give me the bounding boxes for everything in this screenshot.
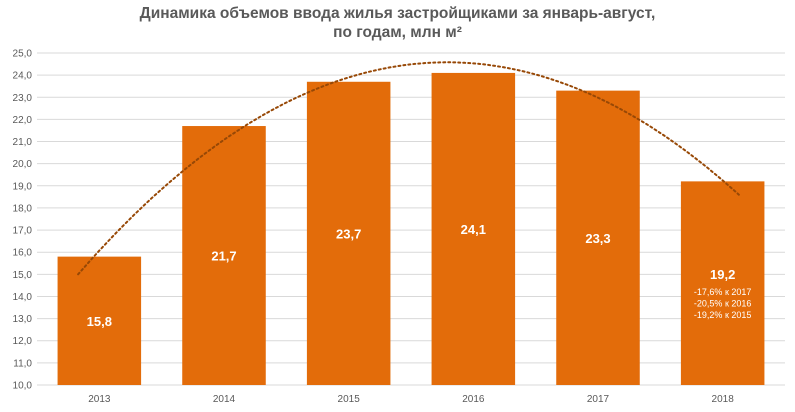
bar [680,181,765,385]
data-label: 15,8 [87,314,112,329]
y-tick-label: 21,0 [13,137,33,148]
y-tick-label: 15,0 [13,270,33,281]
data-label: 21,7 [211,249,236,264]
x-tick-label: 2016 [462,394,485,405]
x-tick-label: 2014 [213,394,236,405]
bar [556,90,640,386]
y-tick-label: 11,0 [13,358,32,369]
x-tick-label: 2013 [88,394,111,405]
annotation: -20,5% к 2016 [694,299,751,309]
x-tick-label: 2017 [587,394,610,405]
x-tick-label: 2018 [712,394,735,405]
data-label: 23,3 [585,231,610,246]
data-label: 24,1 [461,222,486,237]
chart-title-line-1: Динамика объемов ввода жилья застройщика… [139,5,656,22]
bar [306,81,391,386]
y-tick-label: 19,0 [13,181,33,192]
y-tick-label: 12,0 [13,336,33,347]
y-tick-label: 22,0 [13,115,33,126]
y-tick-label: 16,0 [13,248,33,259]
bar [182,126,266,385]
bar [57,256,142,385]
data-label: 19,2 [710,267,735,282]
x-tick-label: 2015 [338,394,361,405]
chart-title-line-2: по годам, млн м² [333,24,462,41]
annotation: -19,2% к 2015 [694,310,751,320]
y-tick-label: 14,0 [13,292,33,303]
y-tick-label: 13,0 [13,314,33,325]
data-label: 23,7 [336,226,361,241]
y-tick-label: 24,0 [13,71,33,82]
trendline [77,61,740,276]
y-tick-label: 23,0 [13,93,33,104]
bar [431,72,516,386]
annotation: -17,6% к 2017 [694,287,751,297]
y-tick-label: 20,0 [13,159,33,170]
y-tick-label: 25,0 [13,49,33,60]
y-tick-label: 17,0 [13,226,33,237]
chart-title: Динамика объемов ввода жилья застройщика… [0,4,795,42]
y-tick-label: 18,0 [13,203,33,214]
y-tick-label: 10,0 [13,381,33,392]
